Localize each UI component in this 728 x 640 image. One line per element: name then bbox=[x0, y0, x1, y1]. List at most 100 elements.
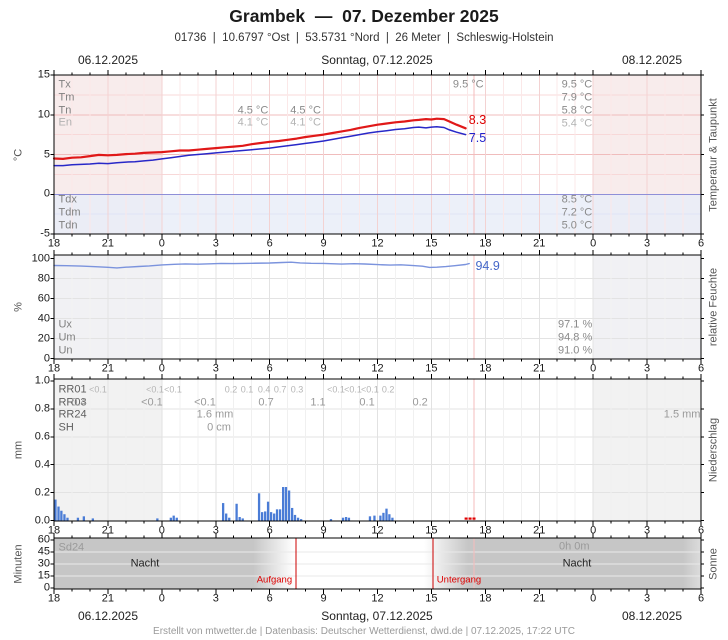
precip-bar bbox=[388, 514, 391, 521]
annotation: <0.1 bbox=[146, 384, 164, 395]
precip-bar bbox=[76, 517, 80, 521]
x-tick-label: 15 bbox=[425, 237, 438, 249]
x-tick-label: 9 bbox=[320, 362, 327, 374]
y-tick-label: 0.8 bbox=[34, 402, 50, 415]
precip-now-dot bbox=[472, 517, 476, 520]
date-next-day-top: 08.12.2025 bbox=[621, 53, 683, 67]
precip-bar bbox=[296, 517, 300, 521]
annotation: 0.2 bbox=[412, 396, 428, 408]
precip-now-dot bbox=[468, 517, 472, 520]
x-tick-label: 18 bbox=[47, 362, 61, 374]
panel-title-right: relative Feuchte bbox=[707, 267, 720, 347]
precip-bar bbox=[235, 503, 238, 521]
annotation: 4.1 °C bbox=[290, 116, 321, 129]
precip-bar bbox=[391, 517, 394, 521]
date-prev-day-bottom: 06.12.2025 bbox=[77, 609, 139, 623]
y-tick-label: 0 bbox=[43, 352, 50, 364]
annotation: Nacht bbox=[562, 557, 592, 570]
annotation: 7.5 bbox=[468, 130, 487, 145]
y-tick-label: 60 bbox=[37, 533, 50, 546]
panel-title-right: Niederschlag bbox=[707, 417, 720, 483]
x-tick-label: 0 bbox=[590, 362, 597, 374]
precip-bar bbox=[156, 518, 159, 521]
annotation: Tm bbox=[58, 91, 75, 104]
precip-bar bbox=[169, 517, 172, 521]
x-tick-label: 6 bbox=[697, 237, 705, 249]
annotation: 0.1 bbox=[240, 384, 254, 395]
precip-bar bbox=[368, 516, 372, 521]
x-tick-label: 3 bbox=[644, 237, 651, 249]
date-next-day-bottom: 08.12.2025 bbox=[621, 609, 683, 623]
station-info: 01736 | 10.6797 °Ost | 53.5731 °Nord | 2… bbox=[174, 32, 554, 44]
panel-title-right: Temperatur & Taupunkt bbox=[707, 97, 720, 212]
annotation: Tdx bbox=[58, 193, 77, 206]
annotation: <0.1 bbox=[89, 384, 107, 395]
x-tick-label: 21 bbox=[533, 592, 546, 604]
sunshine-panel bbox=[50, 533, 704, 594]
annotation: Aufgang bbox=[256, 574, 293, 586]
precip-bar bbox=[82, 516, 85, 521]
precip-bar bbox=[60, 510, 63, 521]
x-tick-label: 0 bbox=[590, 237, 597, 249]
precip-bar bbox=[260, 512, 264, 521]
precip-bar bbox=[341, 517, 345, 521]
x-tick-label: 21 bbox=[101, 592, 115, 604]
annotation: En bbox=[58, 116, 72, 129]
precip-bar bbox=[241, 518, 244, 521]
precip-bar bbox=[175, 517, 178, 521]
annotation: <0.1 bbox=[164, 384, 182, 395]
x-tick-label: 6 bbox=[697, 592, 705, 604]
x-tick-label: 6 bbox=[697, 362, 705, 374]
x-tick-label: 0 bbox=[590, 592, 597, 604]
x-tick-label: 3 bbox=[212, 524, 219, 536]
annotation: 8.3 bbox=[468, 112, 487, 127]
y-tick-label: 1.0 bbox=[34, 374, 50, 387]
y-tick-label: 0 bbox=[43, 187, 50, 200]
x-tick-label: 21 bbox=[533, 524, 546, 536]
annotation: 7.9 °C bbox=[561, 91, 593, 103]
annotation: Tx bbox=[58, 78, 71, 91]
annotation: 97.1 % bbox=[558, 318, 593, 331]
precip-now-dot bbox=[464, 517, 468, 520]
x-tick-label: 0 bbox=[158, 524, 165, 536]
y-tick-label: 40 bbox=[37, 312, 50, 324]
x-tick-label: 12 bbox=[371, 524, 384, 536]
precip-bar bbox=[293, 514, 297, 521]
annotation: 8.5 °C bbox=[561, 193, 593, 206]
temperature-dewpoint-panel bbox=[50, 70, 704, 239]
precip-bar bbox=[273, 513, 276, 521]
x-tick-label: 3 bbox=[212, 237, 219, 249]
precip-bar bbox=[264, 511, 267, 521]
credit-line: Erstellt von mtwetter.de | Datenbasis: D… bbox=[153, 626, 575, 637]
annotation: Um bbox=[58, 331, 76, 344]
x-tick-label: 18 bbox=[479, 592, 492, 604]
precip-bar bbox=[172, 515, 175, 521]
precip-bar bbox=[329, 519, 333, 521]
annotation: Tn bbox=[58, 104, 72, 116]
precip-bar bbox=[278, 509, 282, 521]
annotation: 0.4 bbox=[257, 384, 271, 395]
annotation: RR24 bbox=[58, 408, 87, 421]
annotation: Tdn bbox=[58, 219, 78, 232]
annotation: <0.1 bbox=[141, 396, 163, 408]
x-tick-label: 15 bbox=[425, 362, 438, 374]
y-tick-label: -5 bbox=[40, 227, 50, 240]
precipitation-panel bbox=[50, 374, 704, 526]
date-main-top: Sonntag, 07.12.2025 bbox=[321, 53, 433, 67]
x-tick-label: 18 bbox=[47, 237, 61, 249]
precip-bar bbox=[379, 515, 382, 521]
x-tick-label: 15 bbox=[425, 592, 438, 604]
x-tick-label: 15 bbox=[425, 524, 438, 536]
y-tick-label: 15 bbox=[37, 569, 50, 582]
precip-bar bbox=[299, 519, 303, 521]
x-tick-label: 12 bbox=[371, 362, 384, 374]
annotation: Nacht bbox=[130, 557, 160, 570]
precip-bar bbox=[385, 508, 388, 521]
y-axis-unit-label: °C bbox=[12, 148, 25, 161]
y-tick-label: 15 bbox=[37, 68, 50, 81]
x-tick-label: 6 bbox=[697, 524, 705, 536]
x-tick-label: 0 bbox=[158, 592, 165, 604]
y-axis-unit-label: % bbox=[12, 302, 25, 312]
annotation: <0.1 bbox=[361, 384, 379, 395]
precip-bar bbox=[57, 506, 60, 521]
